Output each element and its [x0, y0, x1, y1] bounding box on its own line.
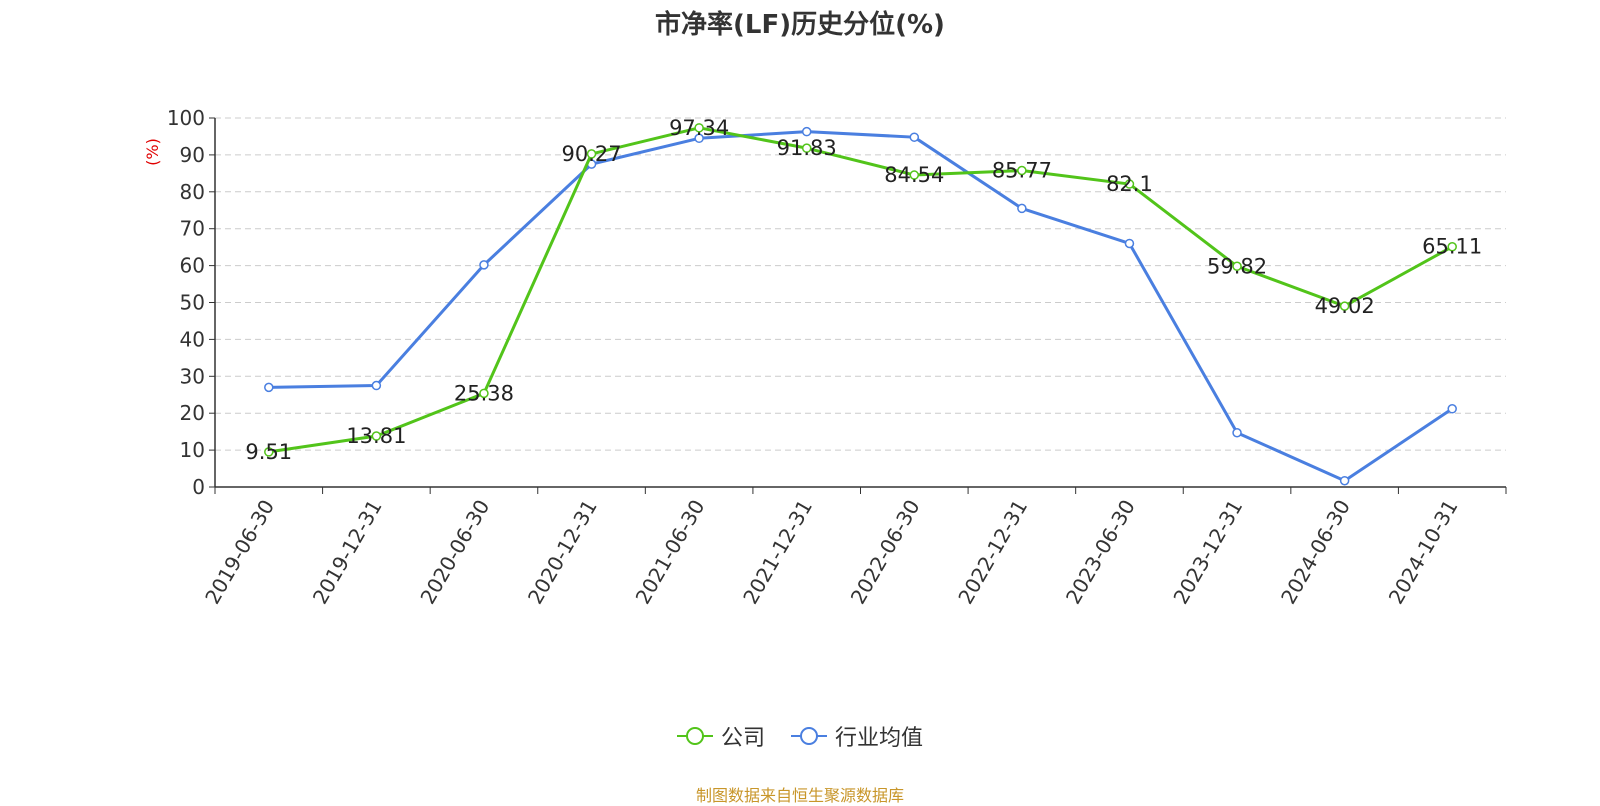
- data-point: [1232, 261, 1242, 272]
- y-tick-label: 20: [180, 401, 205, 425]
- data-point: [909, 170, 920, 180]
- y-axis-label: (%): [143, 138, 162, 166]
- series-line: [268, 130, 1454, 483]
- data-point: [264, 447, 274, 457]
- x-tick-label: 2019-06-30: [200, 496, 279, 609]
- data-point: [1124, 238, 1135, 249]
- x-tick-label: 2022-06-30: [846, 496, 925, 609]
- data-point: [371, 431, 382, 441]
- data-point: [1447, 241, 1457, 252]
- y-tick-label: 90: [180, 143, 205, 167]
- data-label: 59.82: [1207, 254, 1267, 278]
- data-point: [586, 149, 597, 159]
- legend-line-circle-icon: [791, 727, 827, 745]
- x-tick-label: 2024-10-31: [1384, 496, 1463, 609]
- data-point: [1017, 165, 1027, 176]
- data-label: 84.54: [884, 163, 944, 187]
- data-label: 91.83: [777, 136, 837, 160]
- legend-item-industry[interactable]: 行业均值: [791, 720, 923, 752]
- y-tick-label: 10: [180, 438, 205, 462]
- legend-line-circle-icon: [676, 727, 713, 745]
- data-point: [479, 260, 489, 270]
- x-tick-label: 2021-06-30: [631, 496, 710, 609]
- data-label: 25.38: [454, 381, 514, 405]
- y-tick-label: 0: [192, 475, 205, 499]
- y-tick-label: 100: [167, 106, 205, 130]
- x-tick-label: 2023-06-30: [1061, 496, 1140, 609]
- data-point: [694, 133, 704, 144]
- grid-lines: [215, 117, 1506, 451]
- data-point: [1232, 428, 1242, 438]
- data-labels: 9.51 13.81 25.38 90.27 97.34 91.83 84.54 85.77 8…: [245, 116, 1482, 464]
- data-label: 85.77: [992, 159, 1052, 183]
- data-point: [1339, 475, 1350, 486]
- data-point: [694, 123, 704, 133]
- data-label: 90.27: [561, 142, 621, 166]
- legend-item-company[interactable]: 公司: [676, 720, 765, 752]
- data-point: [1339, 301, 1350, 311]
- legend-label-company: 公司: [720, 726, 765, 751]
- series-line: [268, 126, 1453, 454]
- data-label: 9.51: [245, 440, 292, 464]
- data-point: [1017, 203, 1027, 214]
- data-label: 13.81: [346, 424, 406, 448]
- axes: 0 10 20 30 40 50 60 70 80 90 100 (%) 2019-06-30 2019-…: [143, 106, 1507, 609]
- x-tick-label: 2020-12-31: [523, 496, 602, 609]
- data-point: [909, 132, 920, 142]
- data-label: 65.11: [1422, 235, 1482, 259]
- y-tick-label: 40: [180, 327, 205, 351]
- data-label: 97.34: [669, 116, 729, 140]
- data-point: [1124, 179, 1135, 189]
- legend-label-industry: 行业均值: [835, 726, 924, 751]
- data-point: [371, 380, 382, 391]
- x-tick-label: 2024-06-30: [1276, 496, 1355, 609]
- x-tick-label: 2020-06-30: [415, 496, 494, 609]
- data-label: 82.1: [1106, 172, 1153, 196]
- series-lines: [264, 123, 1457, 486]
- data-point: [1447, 404, 1457, 414]
- chart-title: 市净率(LF)历史分位(%): [655, 10, 945, 40]
- y-tick-label: 60: [180, 254, 205, 278]
- x-tick-label: 2022-12-31: [953, 496, 1032, 609]
- data-point: [479, 388, 489, 399]
- legend: 公司 行业均值: [0, 720, 1600, 752]
- data-source-note: 制图数据来自恒生聚源数据库: [695, 786, 904, 805]
- x-tick-label: 2021-12-31: [738, 496, 817, 609]
- data-point: [264, 382, 274, 393]
- x-tick-label: 2023-12-31: [1168, 496, 1247, 609]
- y-tick-label: 70: [180, 217, 205, 241]
- data-label: 49.02: [1315, 294, 1375, 318]
- y-tick-label: 80: [180, 180, 205, 204]
- x-tick-label: 2019-12-31: [308, 496, 387, 609]
- data-point: [801, 143, 812, 153]
- y-tick-label: 50: [180, 291, 205, 315]
- y-tick-label: 30: [180, 364, 205, 388]
- data-point: [801, 126, 812, 137]
